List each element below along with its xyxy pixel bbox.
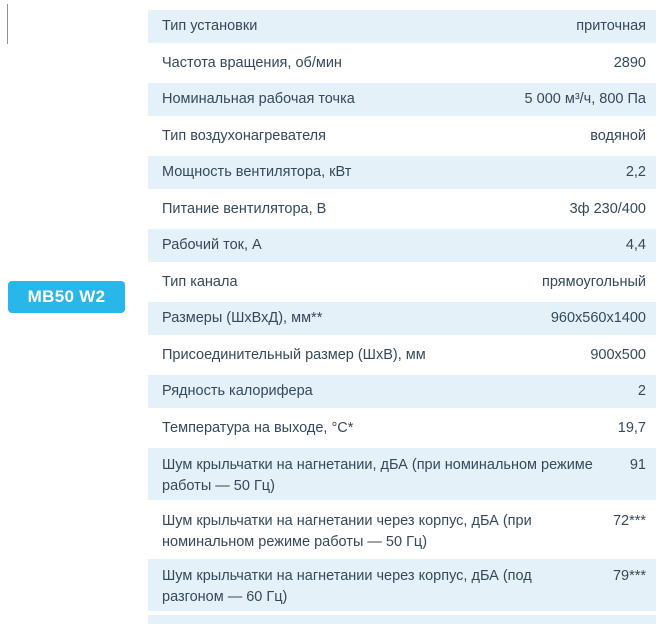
spec-table: Тип установки приточная Частота вращения…: [148, 10, 656, 624]
spec-label: Размеры (ШхВхД), мм**: [162, 310, 323, 326]
spec-row-impeller-noise-discharge: Шум крыльчатки на нагнетании, дБА (при н…: [148, 448, 656, 500]
spec-label: Мощность вентилятора, кВт: [162, 164, 352, 180]
spec-value: водяной: [590, 127, 646, 144]
spec-value: 960х560х1400: [550, 310, 646, 326]
spec-label: Рядность калорифера: [162, 383, 313, 399]
spec-row-installation-type: Тип установки приточная: [148, 10, 656, 43]
spec-label: Шум крыльчатки на нагнетании через корпу…: [162, 512, 532, 550]
spec-row-heater-rows: Рядность калорифера 2: [148, 375, 656, 408]
spec-value: 5 000 м³/ч, 800 Па: [524, 91, 646, 107]
left-divider-line: [7, 4, 8, 44]
spec-label: Номинальная рабочая точка: [162, 91, 355, 107]
model-badge[interactable]: МВ50 W2: [8, 281, 125, 313]
spec-label: Питание вентилятора, В: [162, 200, 327, 217]
spec-label: Рабочий ток, А: [162, 237, 262, 253]
spec-row-impeller-noise-casing-boost: Шум крыльчатки на нагнетании через корпу…: [148, 559, 656, 611]
spec-row-rotation-speed: Частота вращения, об/мин 2890: [148, 46, 656, 80]
spec-label: Шум крыльчатки на нагнетании, дБА (при н…: [162, 457, 593, 494]
spec-value: 2: [637, 383, 646, 399]
spec-value: 72***: [612, 512, 646, 529]
spec-row-impeller-noise-casing-nominal: Шум крыльчатки на нагнетании через корпу…: [148, 503, 656, 556]
spec-value: прямоугольный: [542, 273, 646, 290]
spec-row-heater-type: Тип воздухонагревателя водяной: [148, 119, 656, 153]
spec-label: Частота вращения, об/мин: [162, 54, 342, 71]
spec-value: 3ф 230/400: [569, 200, 646, 217]
spec-value: 4,4: [625, 237, 646, 253]
spec-label: Температура на выходе, °С*: [162, 419, 354, 436]
spec-row-fan-supply: Питание вентилятора, В 3ф 230/400: [148, 192, 656, 226]
spec-value: 2,2: [625, 164, 646, 180]
next-table-partial-row: [148, 614, 656, 624]
spec-row-operating-current: Рабочий ток, А 4,4: [148, 229, 656, 262]
spec-value: приточная: [576, 18, 646, 34]
spec-label: Присоединительный размер (ШхВ), мм: [162, 346, 426, 363]
spec-row-nominal-operating-point: Номинальная рабочая точка 5 000 м³/ч, 80…: [148, 83, 656, 116]
spec-value: 19,7: [617, 419, 646, 436]
spec-value: 2890: [613, 54, 646, 71]
spec-row-outlet-temperature: Температура на выходе, °С* 19,7: [148, 411, 656, 445]
spec-row-duct-type: Тип канала прямоугольный: [148, 265, 656, 299]
spec-row-connection-size: Присоединительный размер (ШхВ), мм 900х5…: [148, 338, 656, 372]
spec-value: 900х500: [590, 346, 646, 363]
spec-label: Тип канала: [162, 273, 238, 290]
spec-value: 79***: [612, 568, 646, 584]
spec-label: Шум крыльчатки на нагнетании через корпу…: [162, 568, 532, 605]
model-badge-label: МВ50 W2: [27, 287, 106, 306]
spec-value: 91: [629, 457, 646, 473]
spec-label: Тип воздухонагревателя: [162, 127, 326, 144]
spec-label: Тип установки: [162, 18, 258, 34]
spec-row-fan-power: Мощность вентилятора, кВт 2,2: [148, 156, 656, 189]
spec-row-dimensions: Размеры (ШхВхД), мм** 960х560х1400: [148, 302, 656, 335]
